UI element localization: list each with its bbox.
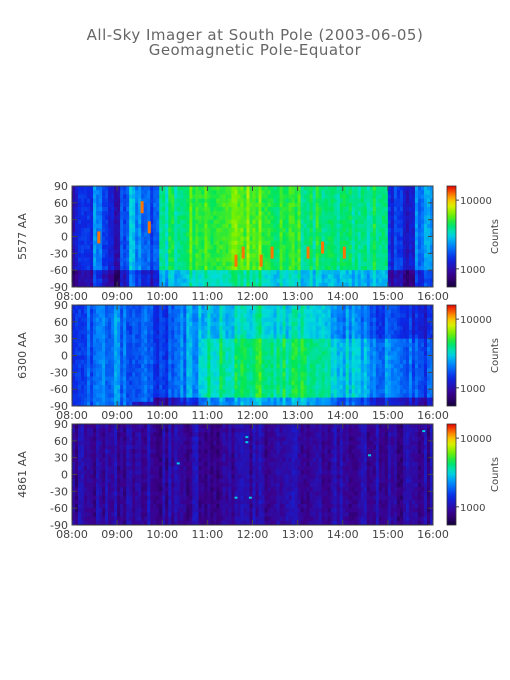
colorbar-tick-label: 1000 bbox=[460, 265, 485, 276]
x-tick-label: 11:00 bbox=[192, 409, 224, 422]
y-tick-label: -90 bbox=[50, 519, 68, 532]
emission-hotspot bbox=[140, 201, 144, 214]
x-tick-label: 14:00 bbox=[327, 528, 359, 541]
emission-hotspot bbox=[241, 246, 245, 259]
heatmap-cells bbox=[72, 424, 434, 526]
y-tick-label: -60 bbox=[50, 383, 68, 396]
x-tick-label: 09:00 bbox=[101, 409, 133, 422]
colorbar bbox=[446, 185, 457, 288]
emission-hotspot bbox=[342, 246, 346, 259]
x-tick-label: 11:00 bbox=[192, 528, 224, 541]
colorbar-tick-label: 10000 bbox=[460, 434, 492, 445]
y-tick-label: 30 bbox=[54, 333, 68, 346]
x-tick-label: 14:00 bbox=[327, 409, 359, 422]
colorbar-label: Counts bbox=[490, 338, 501, 373]
x-tick-label: 08:00 bbox=[56, 409, 88, 422]
emission-hotspot bbox=[270, 246, 274, 259]
x-tick-label: 16:00 bbox=[417, 290, 449, 303]
x-tick-label: 16:00 bbox=[417, 409, 449, 422]
y-tick-label: 90 bbox=[54, 299, 68, 312]
x-tick-label: 08:00 bbox=[56, 528, 88, 541]
x-tick-label: 12:00 bbox=[237, 409, 269, 422]
x-tick-label: 13:00 bbox=[282, 290, 314, 303]
colorbar bbox=[446, 423, 457, 526]
y-tick-label: -90 bbox=[50, 400, 68, 413]
y-tick-label: -60 bbox=[50, 264, 68, 277]
y-tick-label: 60 bbox=[54, 435, 68, 448]
x-tick-label: 08:00 bbox=[56, 290, 88, 303]
y-tick-label: 60 bbox=[54, 197, 68, 210]
emission-hotspot bbox=[147, 221, 151, 234]
emission-point bbox=[248, 496, 252, 499]
x-tick-label: 13:00 bbox=[282, 409, 314, 422]
x-tick-label: 16:00 bbox=[417, 528, 449, 541]
x-tick-label: 15:00 bbox=[372, 409, 404, 422]
y-tick-label: 90 bbox=[54, 418, 68, 431]
y-tick-label: -60 bbox=[50, 502, 68, 515]
emission-point bbox=[176, 462, 180, 465]
chart-subtitle: Geomagnetic Pole-Equator bbox=[148, 41, 362, 59]
heatmap-cells bbox=[72, 305, 434, 407]
emission-point bbox=[234, 496, 238, 499]
y-axis-label: 6300 AA bbox=[16, 332, 29, 379]
x-tick-label: 15:00 bbox=[372, 528, 404, 541]
y-tick-label: 60 bbox=[54, 316, 68, 329]
x-tick-label: 09:00 bbox=[101, 290, 133, 303]
y-axis-label: 4861 AA bbox=[16, 451, 29, 498]
y-tick-label: -30 bbox=[50, 247, 68, 260]
colorbar-tick-label: 1000 bbox=[460, 384, 485, 395]
y-tick-label: -30 bbox=[50, 485, 68, 498]
y-tick-label: 0 bbox=[61, 231, 68, 244]
emission-hotspot bbox=[97, 231, 101, 244]
emission-hotspot bbox=[321, 241, 325, 254]
y-tick-label: 0 bbox=[61, 469, 68, 482]
colorbar-tick-label: 10000 bbox=[460, 196, 492, 207]
x-tick-label: 12:00 bbox=[237, 290, 269, 303]
y-tick-label: 90 bbox=[54, 180, 68, 193]
y-tick-label: 0 bbox=[61, 350, 68, 363]
y-tick-label: -30 bbox=[50, 366, 68, 379]
y-tick-label: -90 bbox=[50, 281, 68, 294]
x-tick-label: 12:00 bbox=[237, 528, 269, 541]
heatmap-cells bbox=[72, 186, 434, 288]
emission-hotspot bbox=[234, 254, 238, 267]
x-tick-label: 09:00 bbox=[101, 528, 133, 541]
colorbar-label: Counts bbox=[490, 457, 501, 492]
x-tick-label: 10:00 bbox=[146, 409, 178, 422]
emission-point bbox=[422, 430, 426, 433]
x-tick-label: 11:00 bbox=[192, 290, 224, 303]
x-tick-label: 10:00 bbox=[146, 290, 178, 303]
colorbar bbox=[446, 304, 457, 407]
emission-hotspot bbox=[306, 246, 310, 259]
emission-point bbox=[368, 454, 371, 457]
y-tick-label: 30 bbox=[54, 452, 68, 465]
y-tick-label: 30 bbox=[54, 214, 68, 227]
y-axis-label: 5577 AA bbox=[16, 213, 29, 260]
emission-hotspot bbox=[259, 254, 263, 267]
x-tick-label: 10:00 bbox=[146, 528, 178, 541]
x-tick-label: 14:00 bbox=[327, 290, 359, 303]
x-tick-label: 13:00 bbox=[282, 528, 314, 541]
chart-title: All-Sky Imager at South Pole (2003-06-05… bbox=[86, 26, 424, 44]
colorbar-tick-label: 10000 bbox=[460, 315, 492, 326]
emission-point bbox=[245, 441, 249, 444]
colorbar-tick-label: 1000 bbox=[460, 503, 485, 514]
x-tick-label: 15:00 bbox=[372, 290, 404, 303]
colorbar-label: Counts bbox=[490, 219, 501, 254]
emission-point bbox=[245, 436, 249, 439]
